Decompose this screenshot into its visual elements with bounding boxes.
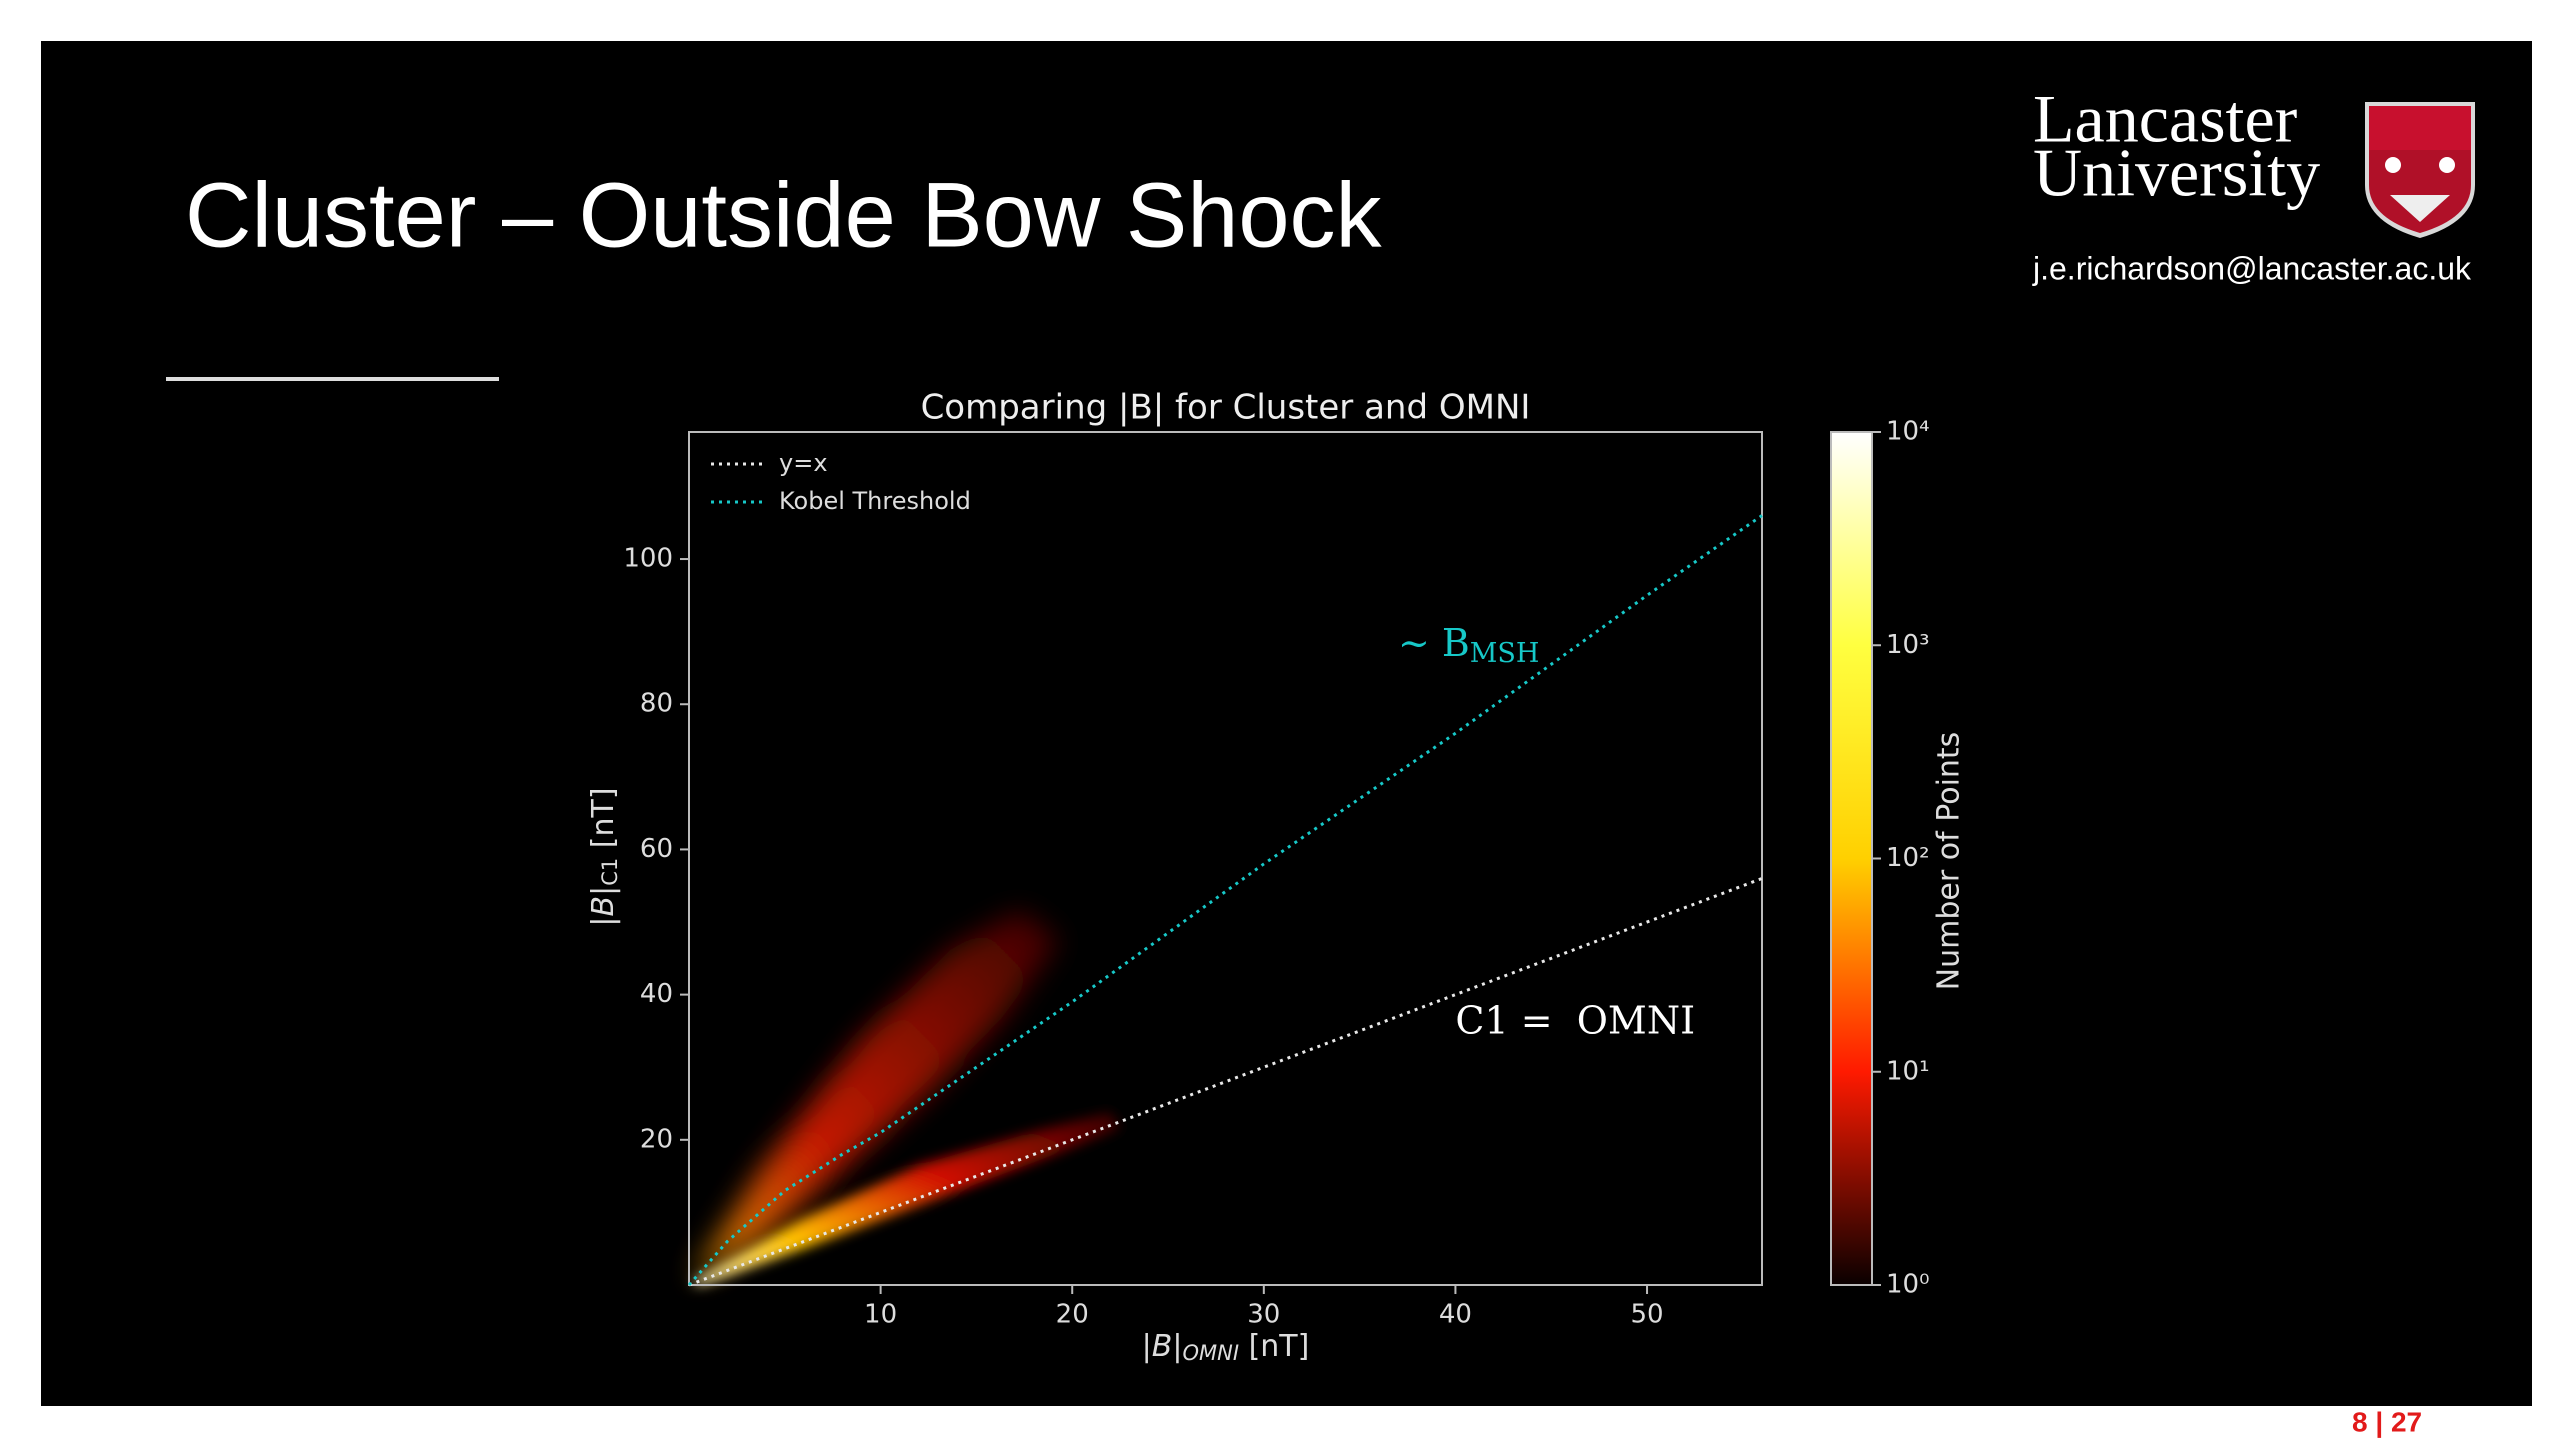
colorbar-label: Number of Points	[1932, 732, 1967, 991]
colorbar-tick-label: 10²	[1886, 843, 1930, 873]
chart-title: Comparing |B| for Cluster and OMNI	[921, 388, 1531, 428]
annotation-sub: MSH	[1470, 638, 1540, 669]
axis-label-main: |B|	[1142, 1329, 1183, 1364]
y-tick-label: 80	[640, 689, 673, 719]
ylabel: |B|C1 [nT]	[586, 787, 623, 926]
logo-text: Lancaster	[2033, 81, 2298, 157]
axis-label-unit: [nT]	[586, 787, 621, 857]
slide-title: Cluster – Outside Bow Shock	[185, 164, 1383, 266]
y-tick-label: 40	[640, 979, 673, 1009]
colorbar-tick-label: 10³	[1886, 630, 1930, 660]
axis-label-sub: C1	[598, 858, 622, 886]
legend-label: y=x	[779, 449, 828, 477]
logo-text: University	[2033, 135, 2320, 211]
x-tick-label: 10	[864, 1300, 897, 1330]
y-tick-label: 20	[640, 1124, 673, 1154]
x-tick-label: 30	[1247, 1300, 1280, 1330]
legend-label: Kobel Threshold	[779, 487, 971, 515]
annotation-text: C1 = OMNI	[1455, 998, 1695, 1042]
x-tick-label: 50	[1630, 1300, 1663, 1330]
y-tick-label: 100	[623, 544, 673, 574]
colorbar-tick-label: 10⁰	[1886, 1270, 1930, 1300]
y-tick-label: 60	[640, 834, 673, 864]
x-tick-label: 20	[1056, 1300, 1089, 1330]
page-number: 8 | 27	[2352, 1406, 2422, 1437]
density-glow	[692, 910, 1120, 1285]
axis-label-main: |B|	[586, 886, 621, 927]
logo-shield	[2365, 102, 2475, 238]
annotation-text: ~ B	[1398, 621, 1470, 665]
colorbar-tick-label: 10¹	[1886, 1056, 1930, 1086]
x-tick-label: 40	[1439, 1300, 1472, 1330]
plot-frame	[688, 431, 1763, 1286]
colorbar-tick-label: 10⁴	[1886, 417, 1930, 447]
annotation: ~ BMSH	[1398, 621, 1540, 669]
axis-label-sub: OMNI	[1182, 1341, 1239, 1365]
chart: Comparing |B| for Cluster and OMNI 10 20 30…	[586, 388, 1967, 1366]
colorbar	[1830, 431, 1873, 1286]
axis-label-unit: [nT]	[1239, 1329, 1309, 1364]
slide-background	[41, 41, 2532, 1406]
series-line	[687, 514, 1763, 1286]
email: j.e.richardson@lancaster.ac.uk	[2032, 250, 2472, 286]
xlabel: |B|OMNI [nT]	[1142, 1329, 1310, 1366]
annotation: C1 = OMNI	[1455, 998, 1695, 1042]
